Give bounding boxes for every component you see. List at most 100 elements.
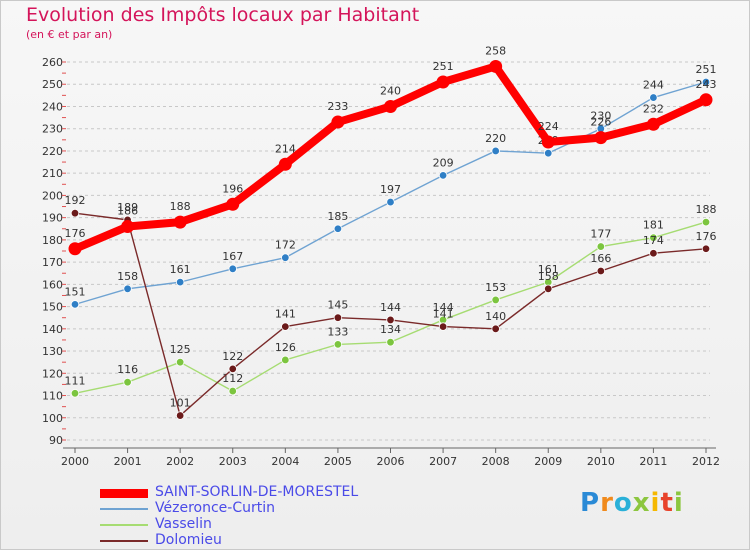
data-point	[228, 364, 237, 374]
legend-label: Dolomieu	[155, 532, 222, 548]
data-label: 209	[433, 156, 454, 169]
y-tick-label: 220	[42, 145, 63, 158]
data-point	[173, 215, 187, 229]
x-tick-label: 2002	[166, 455, 194, 468]
data-point	[333, 313, 343, 322]
data-label: 112	[222, 372, 243, 385]
data-point	[386, 315, 395, 325]
data-label: 244	[643, 79, 664, 92]
x-tick-label: 2011	[639, 455, 667, 468]
data-point	[544, 148, 553, 158]
data-label: 167	[222, 250, 243, 263]
data-point	[699, 93, 713, 107]
x-tick-label: 2006	[377, 455, 405, 468]
data-label: 240	[380, 84, 401, 97]
data-point	[123, 377, 132, 387]
legend-item: Vézeronce-Curtin	[100, 500, 420, 517]
data-label: 232	[643, 102, 664, 115]
y-tick-label: 180	[42, 234, 63, 247]
data-label: 122	[222, 350, 243, 363]
data-point	[491, 295, 500, 305]
logo-letter: o	[613, 488, 633, 518]
data-label: 158	[117, 270, 138, 283]
data-point	[491, 146, 500, 156]
x-tick-label: 2005	[324, 455, 352, 468]
data-point	[68, 242, 82, 256]
data-point	[701, 244, 711, 253]
data-label: 192	[65, 194, 86, 207]
y-tick-label: 240	[42, 100, 63, 113]
data-point	[333, 224, 343, 233]
data-point	[281, 253, 290, 262]
data-point	[70, 300, 80, 309]
data-point	[649, 93, 658, 102]
data-label: 189	[117, 201, 138, 214]
data-point	[121, 220, 135, 234]
x-tick-label: 2010	[587, 455, 615, 468]
data-point	[278, 157, 292, 171]
data-label: 214	[275, 142, 296, 155]
y-tick-label: 190	[42, 212, 63, 225]
y-tick-label: 200	[42, 189, 63, 202]
data-label: 161	[538, 263, 559, 276]
data-point	[596, 242, 606, 251]
y-tick-label: 250	[42, 78, 63, 91]
data-label: 233	[327, 100, 348, 113]
data-point	[541, 135, 555, 149]
data-point	[175, 411, 185, 420]
y-tick-label: 170	[42, 256, 63, 269]
data-label: 224	[538, 120, 559, 133]
data-label: 197	[380, 183, 401, 196]
data-label: 126	[275, 341, 296, 354]
x-tick-label: 2000	[61, 455, 89, 468]
data-label: 153	[485, 281, 506, 294]
y-tick-label: 150	[42, 301, 63, 314]
data-label: 176	[696, 230, 717, 243]
data-label: 174	[643, 234, 664, 247]
y-tick-label: 260	[42, 56, 63, 69]
data-point	[438, 322, 448, 331]
data-label: 141	[275, 308, 296, 321]
legend-swatch	[100, 540, 148, 542]
data-label: 166	[590, 252, 611, 265]
x-tick-label: 2001	[114, 455, 142, 468]
x-tick-label: 2009	[534, 455, 562, 468]
data-label: 196	[222, 182, 243, 195]
data-label: 243	[696, 78, 717, 91]
legend-swatch	[100, 488, 148, 498]
data-label: 258	[485, 44, 506, 57]
logo-letter: t	[660, 488, 674, 518]
data-label: 144	[380, 301, 401, 314]
data-point	[333, 340, 343, 349]
logo-letter: P	[580, 488, 601, 518]
data-point	[281, 322, 290, 331]
data-point	[491, 324, 500, 334]
y-tick-label: 90	[49, 434, 63, 447]
y-tick-label: 140	[42, 323, 63, 336]
data-point	[544, 284, 553, 293]
data-label: 181	[643, 219, 664, 232]
legend-swatch	[100, 508, 148, 510]
legend-item: Vasselin	[100, 516, 420, 533]
data-label: 172	[275, 239, 296, 252]
proxiti-logo: Proxiti	[580, 488, 684, 518]
y-tick-label: 230	[42, 123, 63, 136]
data-label: 111	[65, 374, 86, 387]
data-point	[226, 197, 240, 211]
y-tick-label: 160	[42, 278, 63, 291]
data-point	[596, 266, 606, 276]
y-tick-label: 110	[42, 390, 63, 403]
data-label: 151	[65, 285, 86, 298]
chart-title: Evolution des Impôts locaux par Habitant	[26, 4, 420, 26]
data-point	[489, 59, 503, 73]
data-label: 188	[170, 200, 191, 213]
logo-letter: r	[600, 488, 614, 518]
data-point	[436, 75, 450, 89]
data-point	[228, 264, 237, 273]
data-point	[701, 217, 711, 227]
data-label: 141	[433, 308, 454, 321]
data-label: 220	[485, 132, 506, 145]
data-label: 145	[327, 299, 348, 312]
y-tick-label: 120	[42, 367, 63, 380]
logo-letter: i	[650, 488, 661, 518]
